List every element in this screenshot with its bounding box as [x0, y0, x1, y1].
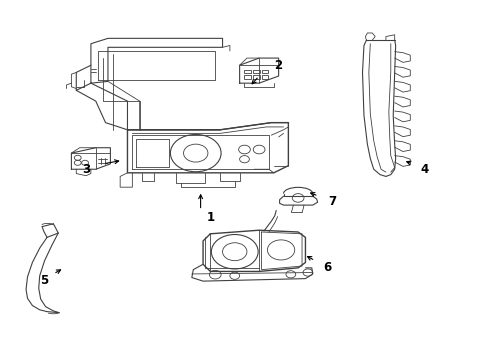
Bar: [244, 75, 250, 79]
Text: 1: 1: [206, 211, 214, 224]
Text: 3: 3: [82, 163, 90, 176]
Bar: [253, 69, 259, 73]
Bar: [244, 69, 250, 73]
Text: 7: 7: [327, 195, 336, 208]
Bar: [262, 75, 268, 79]
Text: 4: 4: [420, 163, 428, 176]
Text: 5: 5: [41, 274, 49, 287]
Bar: [262, 69, 268, 73]
Text: 2: 2: [274, 59, 282, 72]
Text: 6: 6: [323, 261, 331, 274]
Bar: [253, 75, 259, 79]
